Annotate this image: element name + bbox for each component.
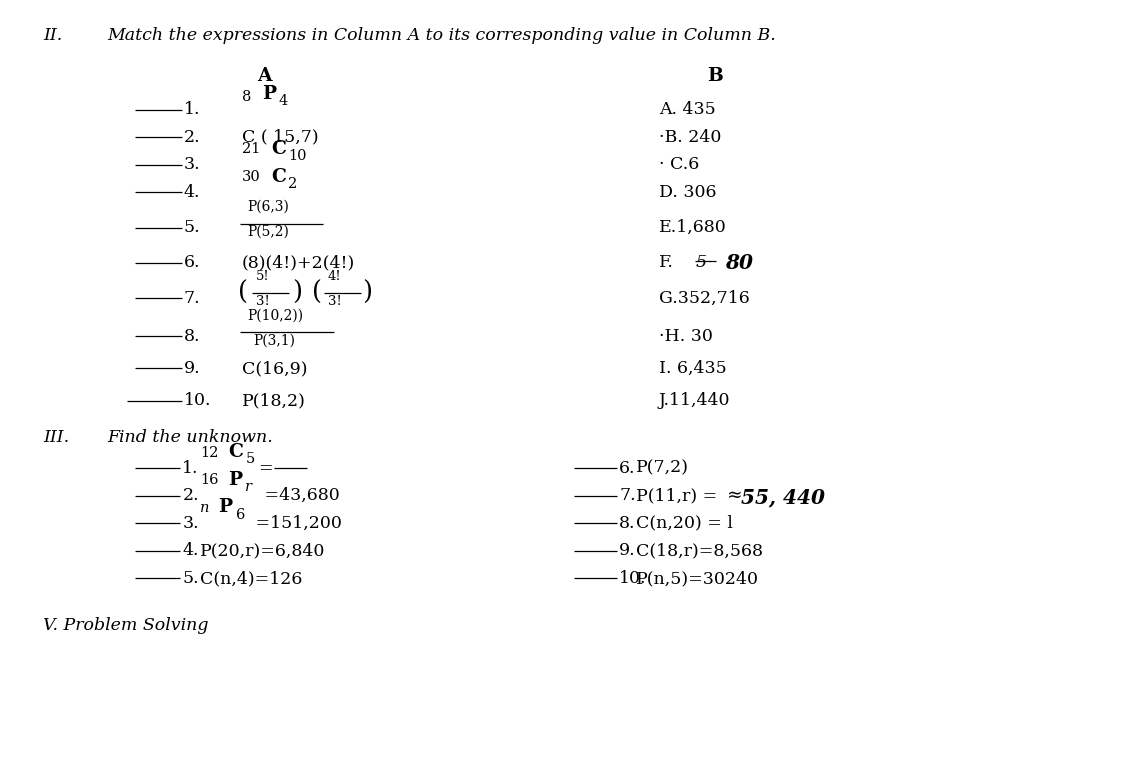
Text: Match the expressions in Column A to its corresponding value in Column B.: Match the expressions in Column A to its… [107, 27, 776, 44]
Text: C: C [271, 168, 286, 185]
Text: 1.: 1. [184, 101, 200, 118]
Text: · C.6: · C.6 [659, 156, 699, 173]
Text: C: C [229, 444, 243, 461]
Text: 3!: 3! [256, 295, 269, 308]
Text: C(n,20) = l: C(n,20) = l [636, 515, 733, 532]
Text: 5: 5 [245, 453, 254, 466]
Text: (: ( [312, 280, 322, 305]
Text: B: B [707, 67, 723, 85]
Text: 4!: 4! [328, 270, 341, 283]
Text: 9.: 9. [619, 542, 636, 559]
Text: ): ) [363, 280, 373, 305]
Text: 10.: 10. [619, 570, 646, 587]
Text: =43,680: =43,680 [259, 487, 340, 504]
Text: 5: 5 [696, 254, 707, 271]
Text: G.352,716: G.352,716 [659, 290, 750, 306]
Text: 8.: 8. [184, 328, 200, 345]
Text: P: P [218, 499, 233, 516]
Text: 3.: 3. [184, 156, 200, 173]
Text: 6.: 6. [619, 460, 636, 476]
Text: 7.: 7. [184, 290, 200, 306]
Text: (8)(4!)+2(4!): (8)(4!)+2(4!) [242, 254, 356, 271]
Text: 1.: 1. [182, 460, 199, 476]
Text: Find the unknown.: Find the unknown. [107, 429, 272, 446]
Text: 12: 12 [200, 446, 218, 460]
Text: n: n [200, 501, 209, 515]
Text: A: A [258, 67, 271, 85]
Text: 9.: 9. [184, 360, 200, 377]
Text: 8.: 8. [619, 515, 636, 532]
Text: =151,200: =151,200 [250, 515, 342, 532]
Text: E.1,680: E.1,680 [659, 219, 726, 236]
Text: P(3,1): P(3,1) [253, 333, 295, 347]
Text: C ( 15,7): C ( 15,7) [242, 129, 319, 146]
Text: 3.: 3. [182, 515, 199, 532]
Text: 5!: 5! [256, 270, 269, 283]
Text: P(20,r)=6,840: P(20,r)=6,840 [200, 542, 325, 559]
Text: C(n,4)=126: C(n,4)=126 [200, 570, 303, 587]
Text: r: r [245, 480, 252, 494]
Text: 2: 2 [288, 177, 297, 191]
Text: 21: 21 [242, 142, 260, 156]
Text: (: ( [238, 280, 248, 305]
Text: V. Problem Solving: V. Problem Solving [43, 617, 208, 633]
Text: 4: 4 [278, 94, 287, 108]
Text: P: P [229, 471, 243, 489]
Text: P(10,2)): P(10,2)) [248, 309, 304, 322]
Text: 3!: 3! [328, 295, 341, 308]
Text: C(16,9): C(16,9) [242, 360, 307, 377]
Text: 2.: 2. [184, 129, 200, 146]
Text: 5.: 5. [184, 219, 200, 236]
Text: P(7,2): P(7,2) [636, 460, 689, 476]
Text: P: P [262, 85, 277, 103]
Text: 5.: 5. [182, 570, 199, 587]
Text: 10.: 10. [184, 392, 211, 409]
Text: A. 435: A. 435 [659, 101, 715, 118]
Text: II.: II. [43, 27, 62, 44]
Text: 16: 16 [200, 473, 218, 487]
Text: P(6,3): P(6,3) [248, 200, 289, 214]
Text: 10: 10 [288, 149, 306, 163]
Text: 55, 440: 55, 440 [741, 487, 825, 507]
Text: 6.: 6. [184, 254, 200, 271]
Text: ·H. 30: ·H. 30 [659, 328, 713, 345]
Text: 2.: 2. [182, 487, 199, 504]
Text: 7.: 7. [619, 487, 636, 504]
Text: 80: 80 [725, 253, 753, 273]
Text: 4.: 4. [184, 184, 200, 201]
Text: I. 6,435: I. 6,435 [659, 360, 726, 377]
Text: P(18,2): P(18,2) [242, 392, 306, 409]
Text: F.: F. [659, 254, 673, 271]
Text: D. 306: D. 306 [659, 184, 716, 201]
Text: ≈: ≈ [726, 487, 742, 505]
Text: J.11,440: J.11,440 [659, 392, 730, 409]
Text: 4.: 4. [182, 542, 199, 559]
Text: =: = [259, 460, 279, 476]
Text: P(n,5)=30240: P(n,5)=30240 [636, 570, 759, 587]
Text: 8: 8 [242, 90, 251, 104]
Text: ): ) [292, 280, 302, 305]
Text: ·B. 240: ·B. 240 [659, 129, 721, 146]
Text: P(11,r) =: P(11,r) = [636, 487, 723, 504]
Text: III.: III. [43, 429, 69, 446]
Text: 30: 30 [242, 170, 261, 184]
Text: C: C [271, 140, 286, 158]
Text: C(18,r)=8,568: C(18,r)=8,568 [636, 542, 763, 559]
Text: P(5,2): P(5,2) [248, 224, 289, 238]
Text: 6: 6 [236, 508, 245, 522]
